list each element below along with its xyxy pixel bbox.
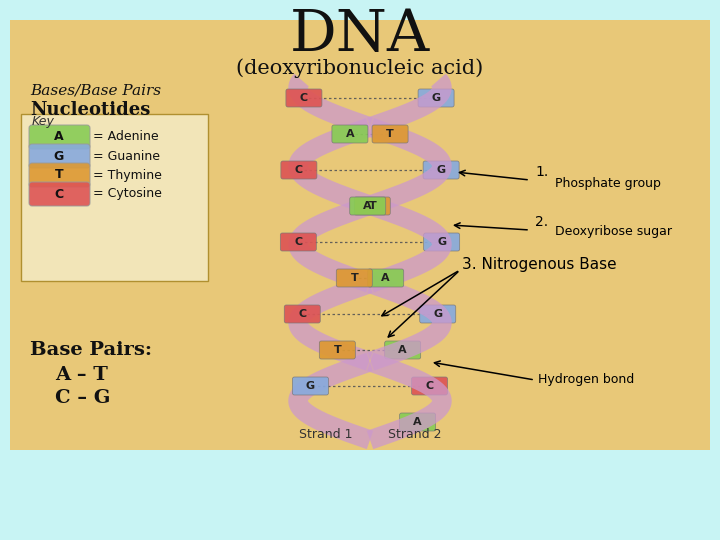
FancyBboxPatch shape	[29, 163, 90, 187]
Text: A: A	[54, 131, 64, 144]
FancyBboxPatch shape	[412, 377, 448, 395]
Text: A: A	[346, 129, 354, 139]
FancyBboxPatch shape	[284, 305, 320, 323]
FancyBboxPatch shape	[372, 125, 408, 143]
Text: = Thymine: = Thymine	[93, 168, 162, 181]
Text: G: G	[54, 150, 64, 163]
Text: C – G: C – G	[55, 389, 110, 407]
FancyBboxPatch shape	[423, 161, 459, 179]
Text: C: C	[294, 237, 302, 247]
Text: A – T: A – T	[55, 366, 108, 384]
Text: G: G	[306, 381, 315, 391]
Text: C: C	[426, 381, 433, 391]
Text: A: A	[413, 417, 422, 427]
Text: Deoxyribose sugar: Deoxyribose sugar	[555, 226, 672, 239]
FancyBboxPatch shape	[350, 197, 386, 215]
Text: Phosphate group: Phosphate group	[555, 177, 661, 190]
Text: T: T	[351, 273, 358, 283]
FancyBboxPatch shape	[384, 341, 420, 359]
FancyBboxPatch shape	[336, 269, 372, 287]
FancyBboxPatch shape	[280, 233, 316, 251]
FancyBboxPatch shape	[400, 413, 436, 431]
Text: C: C	[294, 165, 303, 175]
FancyBboxPatch shape	[286, 89, 322, 107]
Text: Hydrogen bond: Hydrogen bond	[538, 374, 634, 387]
Text: G: G	[437, 237, 446, 247]
Text: Strand 2: Strand 2	[388, 429, 442, 442]
Text: Strand 1: Strand 1	[300, 429, 353, 442]
FancyBboxPatch shape	[281, 161, 317, 179]
FancyBboxPatch shape	[292, 377, 328, 395]
FancyBboxPatch shape	[332, 125, 368, 143]
FancyBboxPatch shape	[423, 233, 459, 251]
FancyBboxPatch shape	[29, 144, 90, 168]
FancyBboxPatch shape	[21, 114, 208, 281]
Text: Nucleotides: Nucleotides	[30, 101, 150, 119]
Text: G: G	[431, 93, 441, 103]
Text: T: T	[55, 168, 63, 181]
Text: T: T	[386, 129, 394, 139]
Text: 1.: 1.	[535, 165, 548, 179]
Text: = Cytosine: = Cytosine	[93, 187, 162, 200]
FancyBboxPatch shape	[29, 182, 90, 206]
Text: G: G	[433, 309, 442, 319]
Text: = Adenine: = Adenine	[93, 131, 158, 144]
Text: = Guanine: = Guanine	[93, 150, 160, 163]
Text: A: A	[398, 345, 407, 355]
Text: (deoxyribonucleic acid): (deoxyribonucleic acid)	[236, 58, 484, 78]
Text: C: C	[55, 187, 63, 200]
Text: 3. Nitrogenous Base: 3. Nitrogenous Base	[462, 256, 616, 272]
FancyBboxPatch shape	[29, 125, 90, 149]
FancyBboxPatch shape	[420, 305, 456, 323]
Bar	[10, 20, 710, 450]
Text: C: C	[298, 309, 306, 319]
Text: 2.: 2.	[535, 215, 548, 229]
FancyBboxPatch shape	[418, 89, 454, 107]
Text: C: C	[300, 93, 308, 103]
Text: G: G	[436, 165, 446, 175]
Text: DNA: DNA	[290, 7, 430, 63]
Text: Key: Key	[32, 116, 55, 129]
Text: Base Pairs:: Base Pairs:	[30, 341, 152, 359]
Text: T: T	[333, 345, 341, 355]
Text: A: A	[382, 273, 390, 283]
Text: Bases/Base Pairs: Bases/Base Pairs	[30, 83, 161, 97]
FancyBboxPatch shape	[368, 269, 404, 287]
FancyBboxPatch shape	[319, 341, 355, 359]
FancyBboxPatch shape	[354, 197, 390, 215]
Text: A: A	[364, 201, 372, 211]
Text: T: T	[369, 201, 376, 211]
